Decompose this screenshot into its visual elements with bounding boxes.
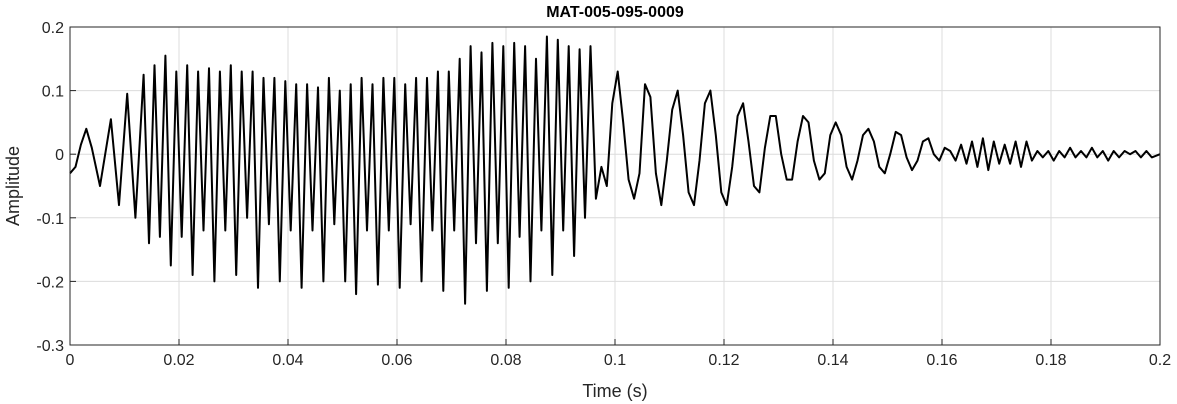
x-tick-label: 0.18 [1035, 352, 1066, 369]
x-tick-label: 0.1 [604, 352, 626, 369]
x-tick-label: 0.12 [708, 352, 739, 369]
y-tick-label: -0.1 [36, 211, 64, 228]
x-axis-ticks: 0 0.02 0.04 0.06 0.08 0.1 0.12 0.14 0.16 0.18 0.2 [66, 339, 1171, 369]
y-tick-label: 0 [55, 147, 64, 164]
y-axis-ticks: -0.3 -0.2 -0.1 0 0.1 0.2 [36, 20, 76, 355]
chart-title: MAT-005-095-0009 [546, 4, 684, 21]
series-line-amplitude [69, 35, 1161, 305]
x-tick-label: 0 [66, 352, 75, 369]
x-axis-label: Time (s) [582, 381, 647, 401]
y-tick-label: 0.2 [42, 20, 64, 37]
x-tick-label: 0.2 [1149, 352, 1171, 369]
x-tick-label: 0.06 [381, 352, 412, 369]
y-tick-label: 0.1 [42, 84, 64, 101]
y-tick-label: -0.3 [36, 338, 64, 355]
x-tick-label: 0.16 [926, 352, 957, 369]
x-tick-label: 0.14 [817, 352, 848, 369]
y-axis-label: Amplitude [3, 146, 23, 226]
x-tick-label: 0.04 [272, 352, 303, 369]
x-tick-label: 0.02 [163, 352, 194, 369]
y-tick-label: -0.2 [36, 274, 64, 291]
x-tick-label: 0.08 [490, 352, 521, 369]
